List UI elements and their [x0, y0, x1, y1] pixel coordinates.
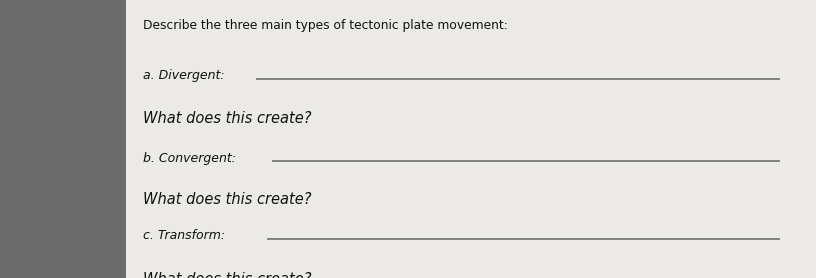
Text: a. Divergent:: a. Divergent: [143, 70, 224, 83]
Text: b. Convergent:: b. Convergent: [143, 152, 236, 165]
FancyBboxPatch shape [0, 0, 126, 278]
Text: c. Transform:: c. Transform: [143, 229, 225, 242]
Text: What does this create?: What does this create? [143, 272, 311, 278]
Text: Describe the three main types of tectonic plate movement:: Describe the three main types of tectoni… [143, 19, 508, 33]
Text: What does this create?: What does this create? [143, 192, 311, 207]
FancyBboxPatch shape [126, 0, 816, 278]
Text: What does this create?: What does this create? [143, 111, 311, 126]
